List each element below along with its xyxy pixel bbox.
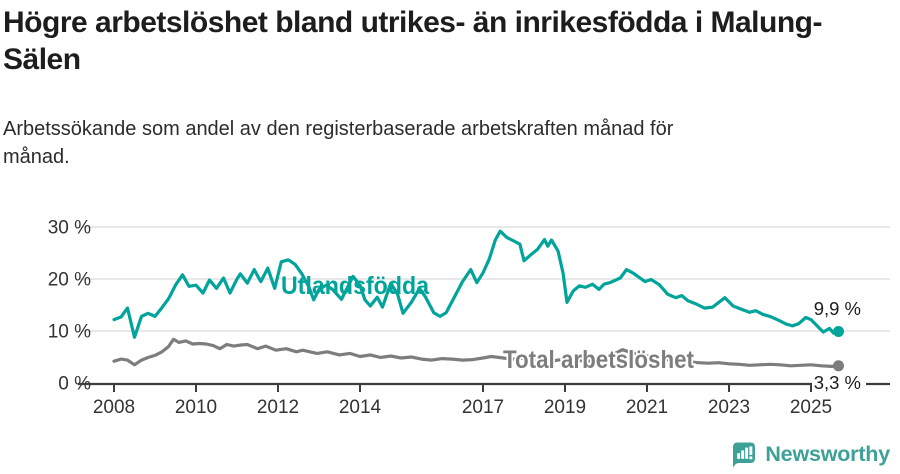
y-tick-label: 20 % (48, 270, 91, 291)
end-value-label-backplate (812, 373, 866, 393)
page-subtitle: Arbetssökande som andel av den registerb… (3, 118, 674, 169)
end-value-label-utlandsfodda: 9,9 % (814, 298, 861, 319)
bar-medium (741, 450, 745, 459)
series-line-1 (112, 337, 841, 368)
exclamation-dot (749, 456, 753, 460)
newsworthy-logo-icon (733, 442, 756, 468)
series-label-1: Total arbetslöshet (503, 346, 695, 374)
end-value-label-total: 3,3 % (814, 372, 861, 393)
x-tick-label: 2025 (790, 397, 832, 418)
x-tick-label: 2023 (708, 397, 750, 418)
newsworthy-attribution: Newsworthy (730, 440, 890, 469)
line-chart-canvas: 0 % 10 % 20 % 30 % 2008 2010 2012 2014 2017 2019 2… (48, 218, 890, 418)
series-end-dot-1 (833, 360, 844, 372)
series-label-0: Utlandsfödda (281, 272, 430, 300)
x-tick-label: 2012 (257, 397, 299, 418)
x-tick-label: 2019 (544, 397, 586, 418)
series-line-0 (112, 229, 841, 339)
x-tick-label: 2014 (339, 397, 382, 418)
page-title: Högre arbetslöshet bland utrikes- än inr… (3, 6, 822, 77)
y-tick-label: 30 % (48, 218, 91, 239)
x-tick-label: 2010 (175, 397, 217, 418)
bar-tall (745, 447, 749, 459)
y-tick-label: 0 % (58, 374, 91, 395)
x-tick-label: 2008 (93, 397, 135, 418)
y-tick-label: 10 % (48, 322, 91, 343)
exclamation-bar (749, 446, 753, 455)
newsworthy-wordmark: Newsworthy (765, 442, 890, 466)
unemployment-line-chart: 0 % 10 % 20 % 30 % 2008 2010 2012 2014 2017 2019 2… (0, 200, 900, 440)
x-tick-label: 2021 (626, 397, 668, 418)
series-end-dot-0 (833, 326, 844, 337)
x-tick-label: 2017 (462, 397, 504, 418)
bar-small (737, 453, 741, 459)
